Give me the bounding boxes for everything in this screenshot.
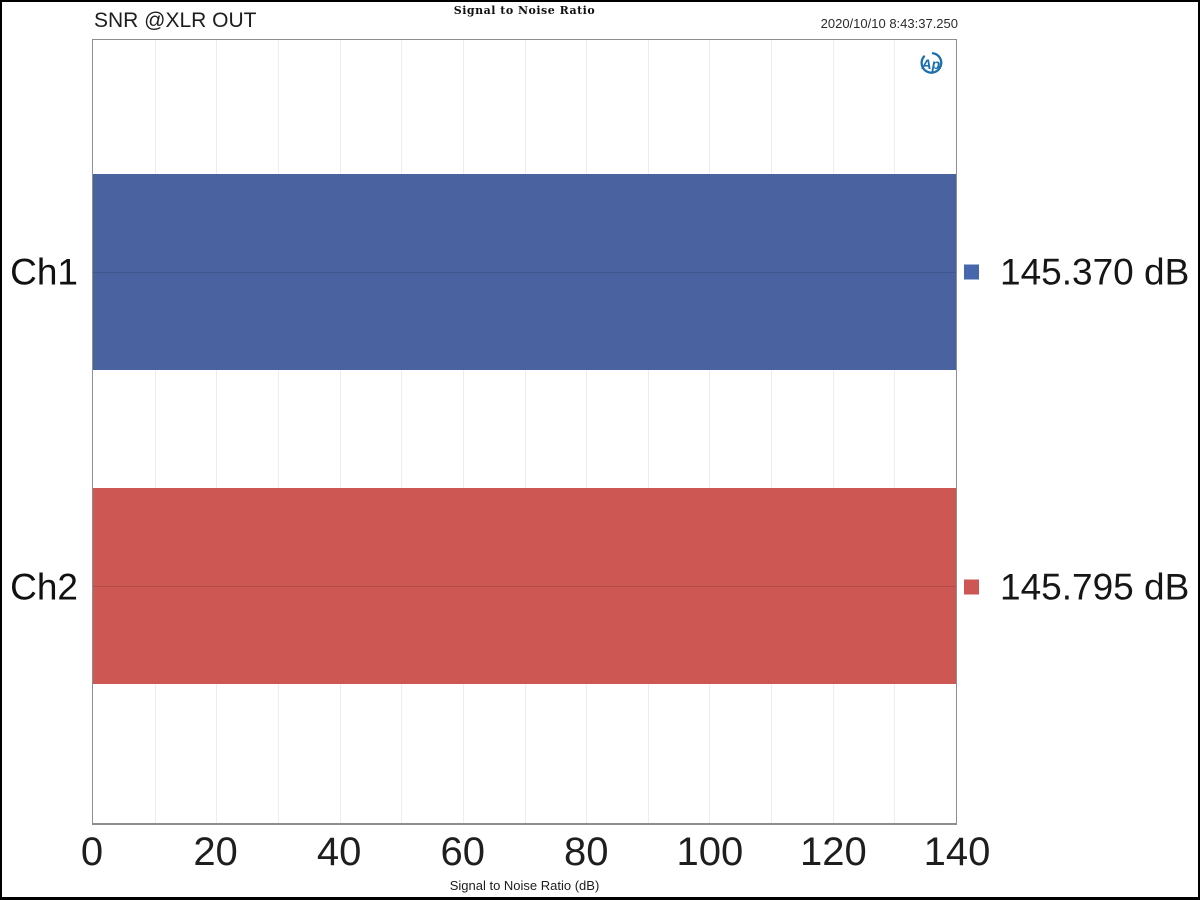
category-label-ch2: Ch2 bbox=[10, 566, 78, 608]
x-tick-label: 60 bbox=[440, 830, 485, 874]
gridline-vertical bbox=[771, 40, 773, 823]
value-label-ch1: 145.370 dB bbox=[1000, 251, 1190, 293]
gridline-vertical bbox=[401, 40, 403, 823]
gridline-vertical bbox=[709, 40, 711, 823]
gridline-vertical bbox=[277, 40, 279, 823]
x-axis-ticks: 0 20 40 60 80 100 120 140 bbox=[81, 830, 991, 878]
gridline-vertical bbox=[462, 40, 464, 823]
gridline-horizontal bbox=[93, 272, 956, 274]
timestamp: 2020/10/10 8:43:37.250 bbox=[820, 16, 958, 31]
gridline-vertical bbox=[154, 40, 156, 823]
bar-ch2 bbox=[93, 488, 956, 684]
gridline-vertical bbox=[832, 40, 834, 823]
legend-marker-ch1 bbox=[964, 264, 979, 280]
svg-text:Ap: Ap bbox=[921, 56, 941, 72]
category-label-ch1: Ch1 bbox=[10, 251, 78, 293]
gridline-vertical bbox=[339, 40, 341, 823]
value-legend: 145.370 dB 145.795 dB bbox=[958, 39, 1198, 825]
x-tick-label: 100 bbox=[676, 830, 744, 874]
legend-marker-ch2 bbox=[964, 579, 979, 595]
bar-ch1 bbox=[93, 174, 956, 370]
value-label-ch2: 145.795 dB bbox=[1000, 566, 1190, 608]
x-tick-label: 80 bbox=[564, 830, 609, 874]
audio-precision-logo-icon: Ap bbox=[921, 52, 943, 74]
x-tick-label: 40 bbox=[316, 830, 362, 874]
x-tick-label: 20 bbox=[193, 830, 238, 874]
x-axis-title: Signal to Noise Ratio (dB) bbox=[449, 878, 600, 893]
window-title: Signal to Noise Ratio bbox=[453, 4, 596, 17]
gridline-horizontal bbox=[93, 585, 956, 587]
gridline-vertical bbox=[524, 40, 526, 823]
x-tick-label: 120 bbox=[800, 830, 867, 874]
graph-annotation: SNR @XLR OUT bbox=[94, 9, 257, 32]
gridline-vertical bbox=[894, 40, 896, 823]
plot-area: Ap bbox=[92, 39, 957, 825]
gridline-vertical bbox=[647, 40, 649, 823]
gridline-vertical bbox=[586, 40, 588, 823]
x-tick-label: 0 bbox=[80, 830, 104, 874]
gridline-vertical bbox=[216, 40, 218, 823]
x-tick-label: 140 bbox=[923, 830, 991, 874]
category-axis: Ch1 Ch2 bbox=[4, 39, 86, 825]
